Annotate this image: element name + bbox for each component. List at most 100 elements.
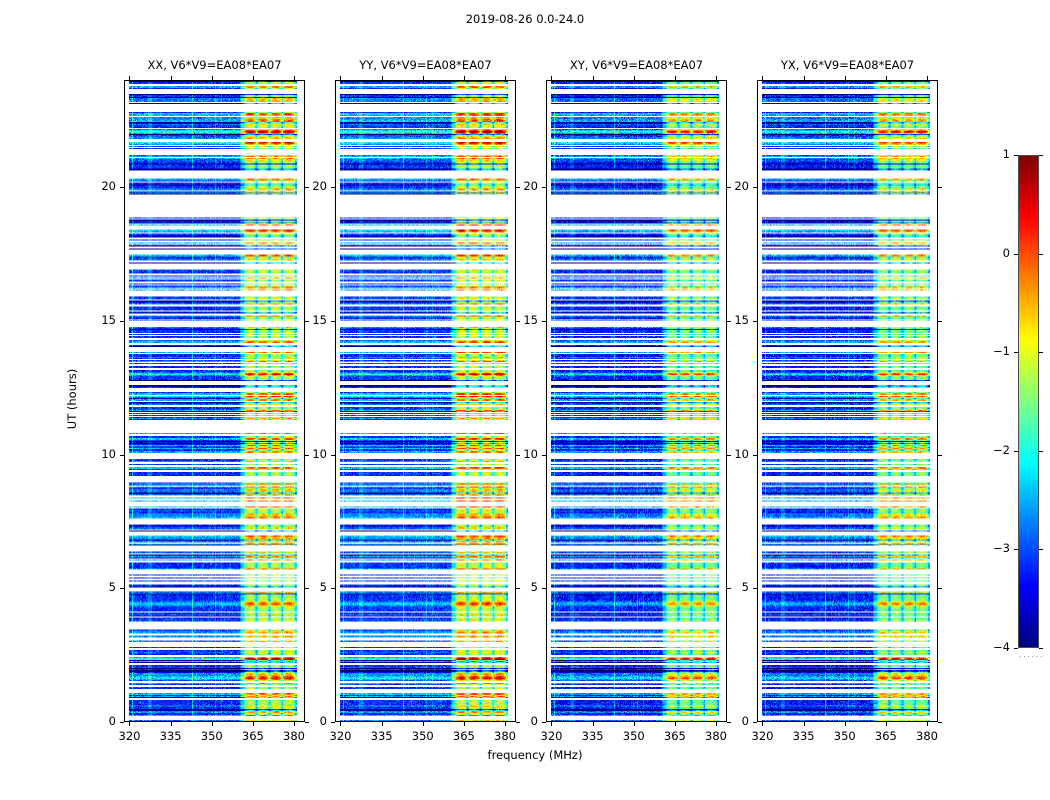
y-tick-mark-right [305,588,309,590]
y-tick-label: 10 [734,446,749,461]
x-tick-mark [505,722,507,726]
y-tick-mark [753,722,757,723]
y-tick-label: 0 [530,714,538,728]
y-tick-label: 0 [108,714,116,728]
y-tick-mark [331,588,335,590]
x-tick-mark [294,722,296,726]
colorbar-tick-mark [1039,549,1043,551]
y-tick-mark-right [727,320,731,322]
x-tick-label: 380 [916,729,938,743]
x-tick-mark [885,722,887,726]
x-tick-mark-top [340,76,342,80]
colorbar[interactable] [1018,155,1039,648]
y-tick-label: 0 [319,714,327,728]
panel-title-xx: XX, V6*V9=EA08*EA07 [147,58,282,72]
x-tick-mark [211,722,213,726]
colorbar-tick-mark [1039,352,1043,354]
y-tick-mark-right [305,454,309,456]
spectrogram-image-yy [336,81,515,721]
spectrogram-panel-xx[interactable] [124,80,305,722]
y-tick-label: 15 [101,312,116,327]
y-tick-label: 20 [101,179,116,193]
x-tick-mark-top [129,76,131,80]
y-tick-label: 20 [523,179,538,193]
x-tick-label: 320 [751,729,774,743]
panel-title-yx: YX, V6*V9=EA08*EA07 [780,58,915,72]
x-tick-mark-top [803,76,805,80]
y-tick-mark-right [727,588,731,590]
y-tick-mark [542,588,546,590]
colorbar-tick-mark [1039,450,1043,452]
x-tick-mark-top [294,76,296,80]
colorbar-tick-mark [1039,648,1043,649]
y-tick-mark [120,320,124,322]
y-tick-label: 5 [319,580,327,595]
y-tick-label: 5 [741,580,749,595]
y-tick-mark [331,320,335,322]
x-tick-label: 335 [370,729,393,743]
y-tick-label: 10 [523,446,538,461]
x-tick-mark-top [674,76,676,80]
colorbar-extend-marker: ······ [1019,653,1045,661]
figure-suptitle: 2019-08-26 0.0-24.0 [465,12,585,26]
x-tick-mark-top [633,76,635,80]
x-tick-label: 350 [411,729,434,743]
x-tick-mark [422,722,424,726]
y-tick-mark [331,722,335,723]
y-axis-label: UT (hours) [65,368,79,430]
y-tick-mark [753,588,757,590]
x-tick-mark-top [927,76,929,80]
y-tick-mark-right [516,588,520,590]
colorbar-tick-label: −4 [993,640,1010,654]
x-tick-label: 350 [200,729,223,743]
panel-title-xy: XY, V6*V9=EA08*EA07 [569,58,704,72]
x-axis-label: frequency (MHz) [487,748,583,762]
x-tick-label: 365 [663,729,686,743]
colorbar-tick-label: −2 [993,442,1010,457]
x-tick-mark-top [505,76,507,80]
y-tick-label: 15 [523,312,538,327]
y-tick-mark [331,187,335,188]
x-tick-mark [170,722,172,726]
x-tick-mark-top [592,76,594,80]
spectrogram-panel-yy[interactable] [335,80,516,722]
colorbar-tick-mark-left [1014,648,1018,649]
spectrogram-panel-yx[interactable] [757,80,938,722]
x-tick-label: 335 [792,729,815,743]
x-tick-mark [844,722,846,726]
colorbar-tick-mark-left [1014,450,1018,452]
x-tick-label: 365 [874,729,897,743]
y-tick-mark [753,454,757,456]
y-tick-mark-right [938,320,942,322]
spectrogram-panel-xy[interactable] [546,80,727,722]
y-tick-mark [542,722,546,723]
y-tick-mark-right [727,187,731,188]
x-tick-label: 350 [833,729,856,743]
x-tick-mark-top [170,76,172,80]
x-tick-label: 380 [705,729,727,743]
x-tick-label: 365 [241,729,264,743]
x-tick-mark [633,722,635,726]
y-tick-mark [120,722,124,723]
x-tick-mark [381,722,383,726]
y-tick-label: 5 [530,580,538,595]
x-tick-label: 320 [329,729,352,743]
x-tick-mark-top [551,76,553,80]
x-tick-mark [551,722,553,726]
y-tick-mark-right [305,722,309,723]
y-tick-mark-right [938,454,942,456]
x-tick-label: 350 [622,729,645,743]
x-tick-label: 335 [581,729,604,743]
spectrogram-image-xx [125,81,304,721]
x-tick-mark-top [463,76,465,80]
x-tick-mark [129,722,131,726]
y-tick-mark [753,187,757,188]
y-tick-label: 0 [741,714,749,728]
colorbar-tick-mark [1039,253,1043,255]
x-tick-mark-top [211,76,213,80]
x-tick-mark-top [885,76,887,80]
y-tick-mark [542,454,546,456]
y-tick-mark [120,454,124,456]
y-tick-label: 10 [312,446,327,461]
